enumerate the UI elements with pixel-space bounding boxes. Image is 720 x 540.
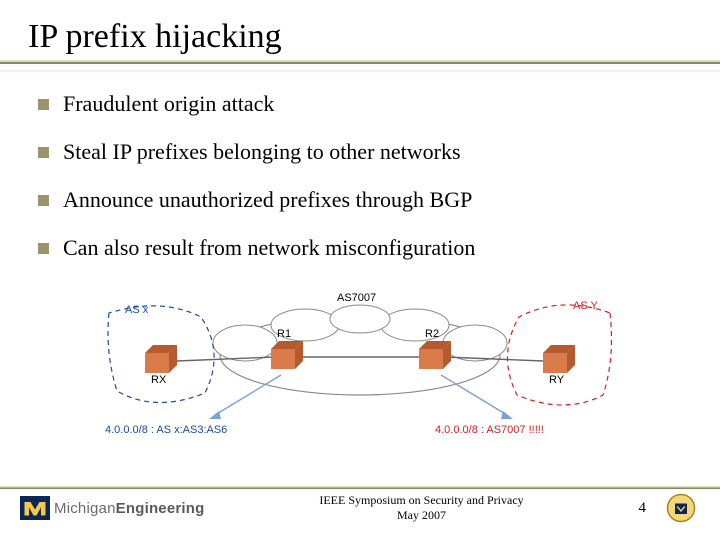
arrow-left-icon [209, 375, 281, 419]
router-r2-label: R2 [425, 328, 439, 340]
list-item: Announce unauthorized prefixes through B… [38, 187, 692, 213]
footer-caption: IEEE Symposium on Security and Privacy M… [319, 493, 523, 523]
bullet-icon [38, 99, 49, 110]
michigan-logo: MichiganEngineering [20, 496, 205, 520]
router-r1-icon [271, 341, 303, 369]
route-left-text: 4.0.0.0/8 : AS x:AS3:AS6 [105, 424, 227, 436]
bullet-text: Can also result from network misconfigur… [63, 235, 475, 261]
as-y-label: AS Y [573, 300, 599, 312]
list-item: Fraudulent origin attack [38, 91, 692, 117]
block-m-icon [20, 496, 50, 520]
seal-icon [666, 493, 696, 523]
route-right-text: 4.0.0.0/8 : AS7007 !!!!! [435, 424, 544, 436]
brand-text: MichiganEngineering [54, 500, 205, 517]
router-rx-label: RX [151, 374, 167, 386]
bullet-text: Announce unauthorized prefixes through B… [63, 187, 472, 213]
brand-part-2: Engineering [116, 500, 205, 517]
bullet-icon [38, 147, 49, 158]
title-shadow [0, 70, 720, 73]
title-underline [0, 60, 720, 64]
footer-line1: IEEE Symposium on Security and Privacy [319, 493, 523, 508]
router-r2-icon [419, 341, 451, 369]
arrow-right-icon [441, 375, 513, 419]
router-r1-label: R1 [277, 328, 291, 340]
list-item: Steal IP prefixes belonging to other net… [38, 139, 692, 165]
bullet-icon [38, 195, 49, 206]
diagram-svg: AS x AS Y AS7007 RX R1 [105, 283, 615, 438]
bullet-text: Steal IP prefixes belonging to other net… [63, 139, 461, 165]
router-ry-icon [543, 345, 575, 373]
as-x-label: AS x [125, 304, 149, 316]
footer-right: 4 [638, 493, 696, 523]
bullet-text: Fraudulent origin attack [63, 91, 274, 117]
bgp-diagram: AS x AS Y AS7007 RX R1 [105, 283, 615, 443]
router-ry-label: RY [549, 374, 565, 386]
router-rx-icon [145, 345, 177, 373]
bullet-list: Fraudulent origin attack Steal IP prefix… [28, 91, 692, 261]
brand-part-1: Michigan [54, 500, 116, 517]
slide-title: IP prefix hijacking [28, 18, 692, 56]
as7007-label: AS7007 [337, 292, 376, 304]
footer-divider [0, 486, 720, 489]
cloud-icon [213, 305, 507, 395]
slide: IP prefix hijacking Fraudulent origin at… [0, 0, 720, 540]
footer: MichiganEngineering IEEE Symposium on Se… [0, 486, 720, 540]
bullet-icon [38, 243, 49, 254]
footer-row: MichiganEngineering IEEE Symposium on Se… [0, 493, 720, 529]
list-item: Can also result from network misconfigur… [38, 235, 692, 261]
footer-line2: May 2007 [319, 508, 523, 523]
page-number: 4 [638, 500, 646, 517]
